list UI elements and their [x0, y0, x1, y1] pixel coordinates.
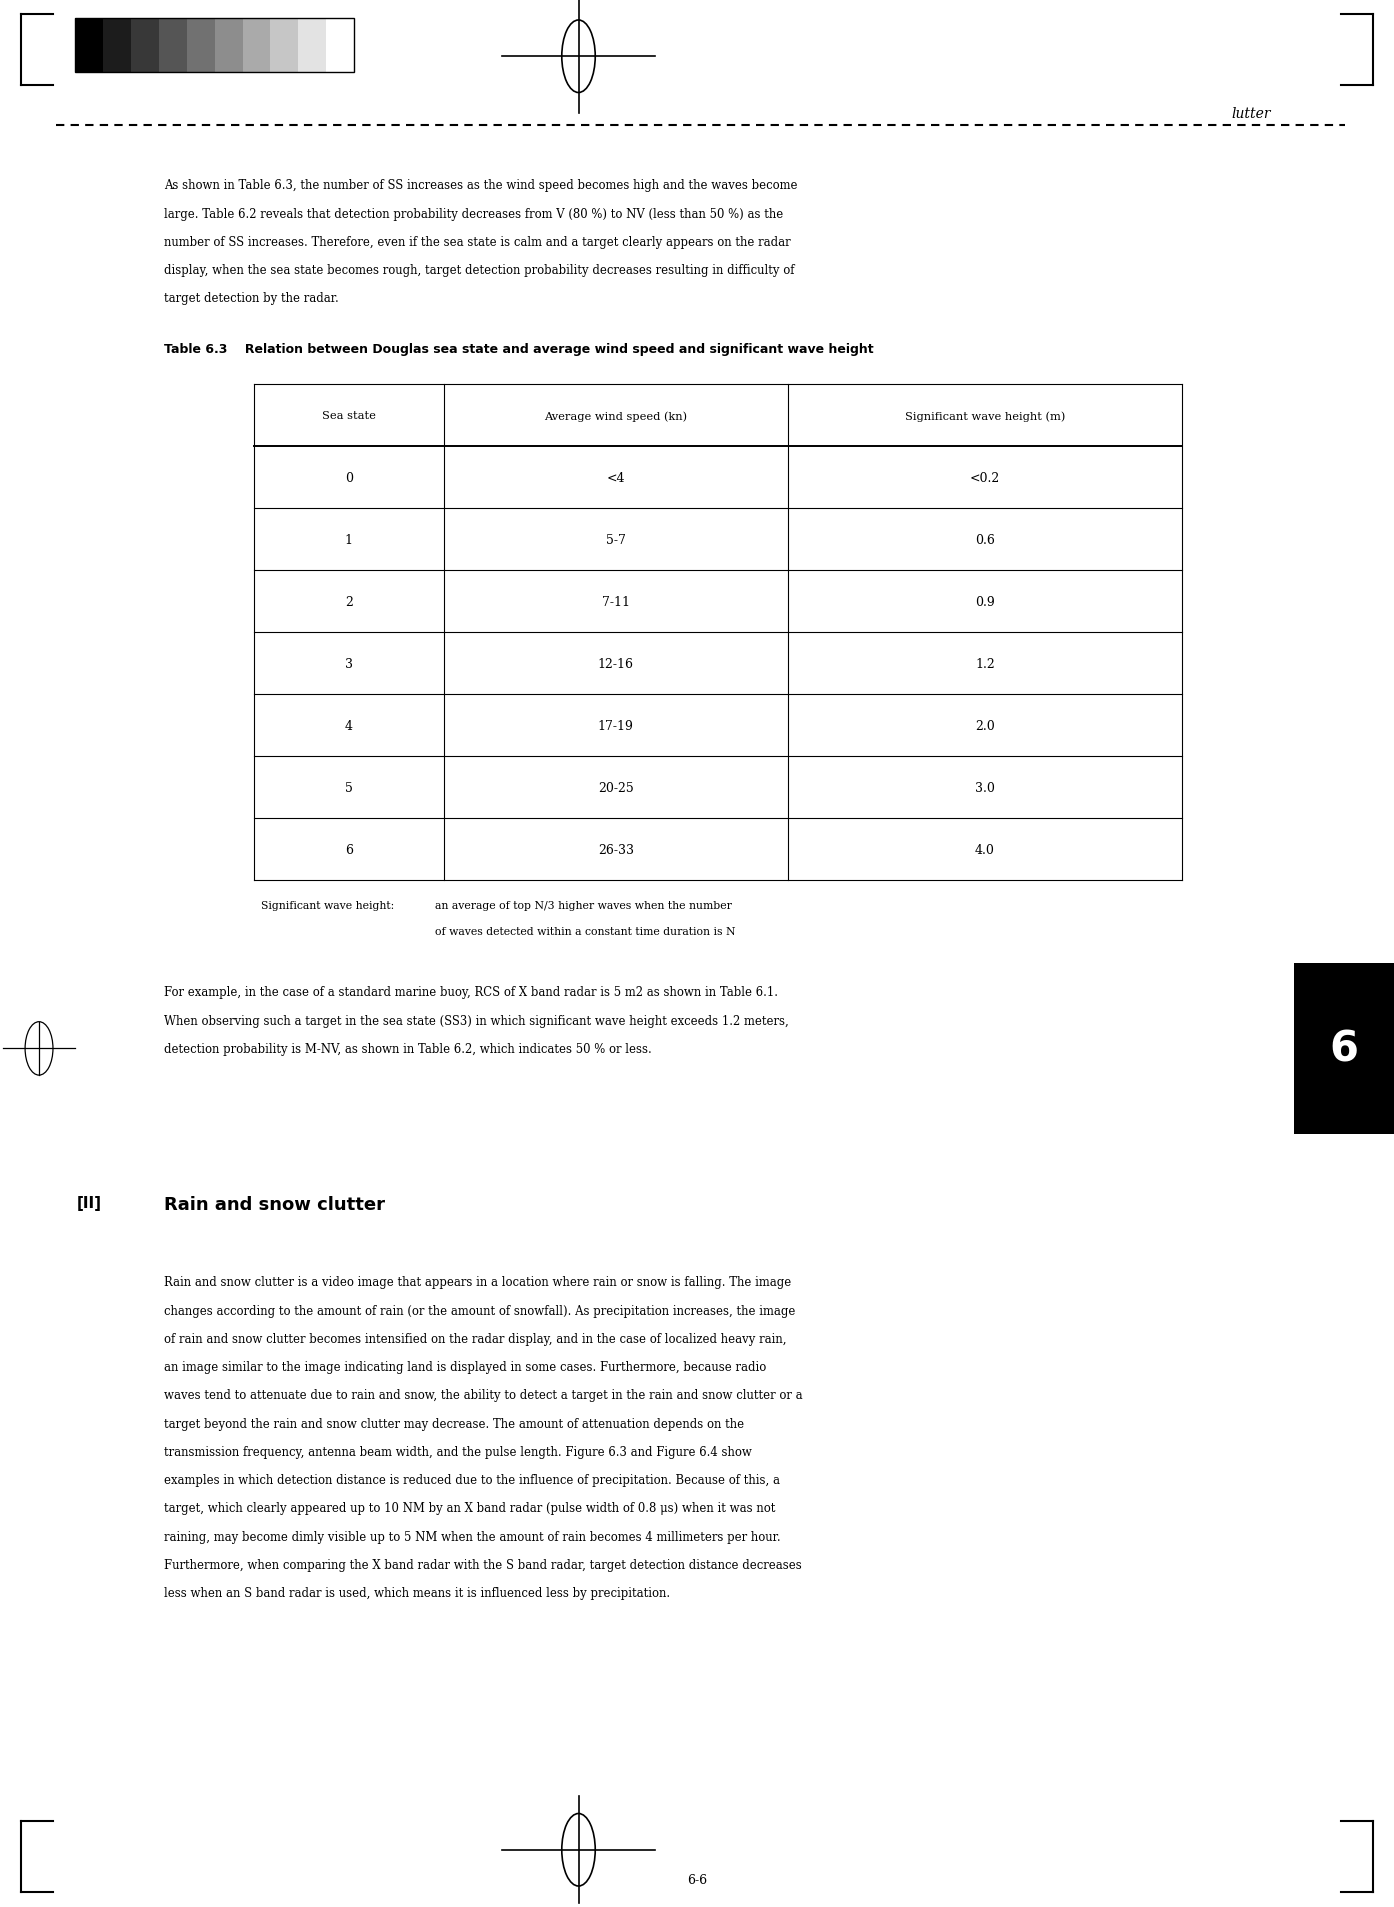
Text: 4.0: 4.0	[974, 843, 995, 856]
Bar	[270, 19, 298, 72]
Bar	[159, 19, 187, 72]
Text: 2.0: 2.0	[974, 719, 995, 732]
Text: 2: 2	[344, 595, 353, 608]
Text: number of SS increases. Therefore, even if the sea state is calm and a target cl: number of SS increases. Therefore, even …	[164, 236, 792, 248]
Bar	[75, 19, 103, 72]
Text: an image similar to the image indicating land is displayed in some cases. Furthe: an image similar to the image indicating…	[164, 1360, 767, 1373]
Text: 5-7: 5-7	[606, 534, 626, 547]
Text: Rain and snow clutter is a video image that appears in a location where rain or : Rain and snow clutter is a video image t…	[164, 1276, 792, 1289]
Text: 5: 5	[344, 782, 353, 795]
Text: 3: 3	[344, 658, 353, 671]
Text: display, when the sea state becomes rough, target detection probability decrease: display, when the sea state becomes roug…	[164, 263, 795, 277]
Bar	[131, 19, 159, 72]
Text: less when an S band radar is used, which means it is influenced less by precipit: less when an S band radar is used, which…	[164, 1587, 671, 1600]
Text: waves tend to attenuate due to rain and snow, the ability to detect a target in : waves tend to attenuate due to rain and …	[164, 1388, 803, 1402]
Text: For example, in the case of a standard marine buoy, RCS of X band radar is 5 m2 : For example, in the case of a standard m…	[164, 986, 778, 999]
Text: 0.6: 0.6	[974, 534, 995, 547]
Text: 0.9: 0.9	[974, 595, 995, 608]
Text: large. Table 6.2 reveals that detection probability decreases from V (80 %) to N: large. Table 6.2 reveals that detection …	[164, 208, 783, 221]
Text: Table 6.3    Relation between Douglas sea state and average wind speed and signi: Table 6.3 Relation between Douglas sea s…	[164, 343, 874, 357]
Text: 0: 0	[344, 471, 353, 484]
Bar	[326, 19, 354, 72]
Bar	[243, 19, 270, 72]
Bar	[103, 19, 131, 72]
Text: 12-16: 12-16	[598, 658, 634, 671]
Text: raining, may become dimly visible up to 5 NM when the amount of rain becomes 4 m: raining, may become dimly visible up to …	[164, 1529, 781, 1543]
Text: Furthermore, when comparing the X band radar with the S band radar, target detec: Furthermore, when comparing the X band r…	[164, 1558, 802, 1571]
Bar	[187, 19, 215, 72]
Text: 7-11: 7-11	[602, 595, 630, 608]
Text: changes according to the amount of rain (or the amount of snowfall). As precipit: changes according to the amount of rain …	[164, 1304, 796, 1318]
Text: 1: 1	[344, 534, 353, 547]
Bar	[1294, 963, 1394, 1135]
Text: Rain and snow clutter: Rain and snow clutter	[164, 1196, 386, 1213]
Text: Average wind speed (kn): Average wind speed (kn)	[544, 410, 687, 421]
Bar	[215, 19, 243, 72]
Text: lutter: lutter	[1232, 107, 1271, 120]
Text: 6: 6	[1330, 1028, 1358, 1070]
Text: Sea state: Sea state	[322, 412, 376, 421]
Text: 3.0: 3.0	[974, 782, 995, 795]
Text: [II]: [II]	[77, 1196, 102, 1211]
Text: detection probability is M-NV, as shown in Table 6.2, which indicates 50 % or le: detection probability is M-NV, as shown …	[164, 1043, 652, 1055]
Text: Significant wave height:: Significant wave height:	[261, 900, 395, 910]
Text: transmission frequency, antenna beam width, and the pulse length. Figure 6.3 and: transmission frequency, antenna beam wid…	[164, 1446, 753, 1459]
Text: target beyond the rain and snow clutter may decrease. The amount of attenuation : target beyond the rain and snow clutter …	[164, 1417, 744, 1430]
Text: 6-6: 6-6	[687, 1873, 707, 1886]
Text: target, which clearly appeared up to 10 NM by an X band radar (pulse width of 0.: target, which clearly appeared up to 10 …	[164, 1501, 776, 1514]
Text: 1.2: 1.2	[974, 658, 995, 671]
Text: of rain and snow clutter becomes intensified on the radar display, and in the ca: of rain and snow clutter becomes intensi…	[164, 1333, 788, 1344]
Text: of waves detected within a constant time duration is N: of waves detected within a constant time…	[435, 927, 736, 936]
Text: <4: <4	[606, 471, 625, 484]
Text: examples in which detection distance is reduced due to the influence of precipit: examples in which detection distance is …	[164, 1474, 781, 1486]
Text: 6: 6	[344, 843, 353, 856]
Text: 26-33: 26-33	[598, 843, 634, 856]
Text: When observing such a target in the sea state (SS3) in which significant wave he: When observing such a target in the sea …	[164, 1015, 789, 1028]
Text: As shown in Table 6.3, the number of SS increases as the wind speed becomes high: As shown in Table 6.3, the number of SS …	[164, 179, 797, 193]
Text: 4: 4	[344, 719, 353, 732]
Text: target detection by the radar.: target detection by the radar.	[164, 292, 339, 305]
Bar	[75, 19, 354, 72]
Bar	[298, 19, 326, 72]
Text: 17-19: 17-19	[598, 719, 634, 732]
Text: <0.2: <0.2	[970, 471, 999, 484]
Text: 20-25: 20-25	[598, 782, 634, 795]
Text: Significant wave height (m): Significant wave height (m)	[905, 410, 1065, 421]
Text: an average of top N/3 higher waves when the number: an average of top N/3 higher waves when …	[435, 900, 732, 910]
